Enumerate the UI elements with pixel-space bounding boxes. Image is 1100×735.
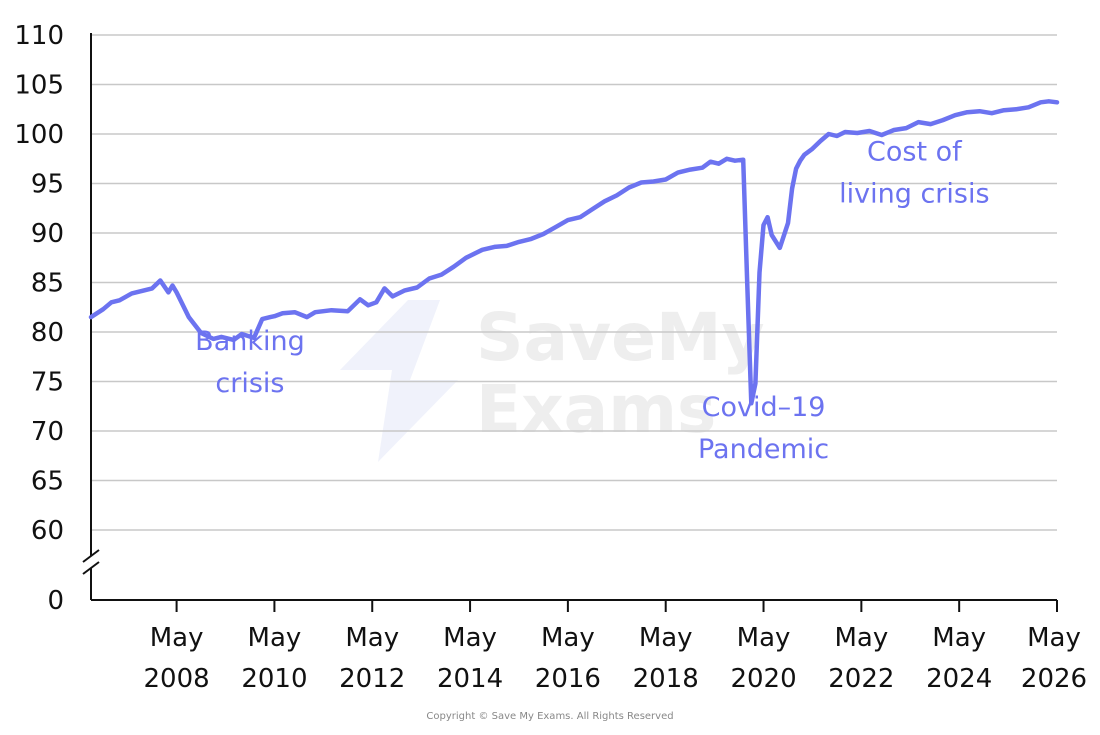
- series-line-0: [88, 99, 1060, 406]
- x-tick-label-year-3: 2014: [437, 664, 503, 694]
- y-tick-label-90: 90: [31, 219, 64, 249]
- copyright-notice: Copyright © Save My Exams. All Rights Re…: [426, 711, 674, 722]
- x-tick-label-month-8: May: [932, 623, 986, 653]
- annotation-col-line-1: Cost of: [867, 137, 963, 168]
- x-tick-label-year-7: 2022: [828, 664, 894, 694]
- x-tick-label-year-5: 2018: [633, 664, 699, 694]
- y-tick-label-105: 105: [14, 71, 64, 101]
- x-tick-label-year-0: 2008: [144, 664, 210, 694]
- x-tick-label-year-2: 2012: [339, 664, 405, 694]
- x-tick-label-month-9: May: [1027, 623, 1081, 653]
- y-tick-label-75: 75: [31, 368, 64, 398]
- annotations: Banking crisis Covid–19 Pandemic Cost of livi…: [195, 137, 989, 465]
- x-tick-label-month-4: May: [541, 623, 595, 653]
- x-tick-label-month-2: May: [345, 623, 399, 653]
- y-tick-label-65: 65: [31, 467, 64, 497]
- series: [88, 99, 1060, 406]
- annotation-banking-line-1: Banking: [195, 326, 305, 357]
- watermark: SaveMy Exams: [340, 299, 765, 462]
- x-tick-label-month-0: May: [150, 623, 204, 653]
- gridlines: [91, 34, 1057, 531]
- annotation-banking-line-2: crisis: [215, 368, 284, 399]
- y-tick-label-110: 110: [14, 21, 64, 51]
- watermark-line-1: SaveMy: [476, 299, 765, 376]
- y-tick-label-100: 100: [14, 120, 64, 150]
- x-tick-label-month-6: May: [737, 623, 791, 653]
- x-tick-label-month-5: May: [639, 623, 693, 653]
- x-tick-label-year-8: 2024: [926, 664, 992, 694]
- y-tick-label-60: 60: [31, 516, 64, 546]
- x-tick-label-year-9: 2026: [1021, 664, 1087, 694]
- y-axis-tick-labels: 0 60 65 70 75 80 85 90 95 100 105 110: [14, 21, 64, 616]
- x-tick-label-month-3: May: [443, 623, 497, 653]
- y-tick-label-95: 95: [31, 170, 64, 200]
- x-tick-label-year-6: 2020: [730, 664, 796, 694]
- y-tick-label-0: 0: [47, 586, 64, 616]
- axis-break-mark-2: [82, 561, 100, 575]
- y-tick-label-85: 85: [31, 269, 64, 299]
- x-tick-label-month-7: May: [834, 623, 888, 653]
- watermark-line-2: Exams: [476, 371, 716, 448]
- x-tick-label-month-1: May: [248, 623, 302, 653]
- y-tick-label-70: 70: [31, 417, 64, 447]
- annotation-col-line-2: living crisis: [839, 179, 989, 210]
- axis-break-mark-1: [82, 549, 100, 563]
- annotation-covid-line-1: Covid–19: [702, 392, 826, 423]
- annotation-covid-line-2: Pandemic: [698, 434, 829, 465]
- x-axis-ticks: May 2008 May 2010 May 2012 May 2014 May 2016 May 20…: [144, 600, 1087, 694]
- x-tick-label-year-4: 2016: [535, 664, 601, 694]
- axes: [82, 33, 1057, 601]
- x-tick-label-year-1: 2010: [241, 664, 307, 694]
- y-tick-label-80: 80: [31, 318, 64, 348]
